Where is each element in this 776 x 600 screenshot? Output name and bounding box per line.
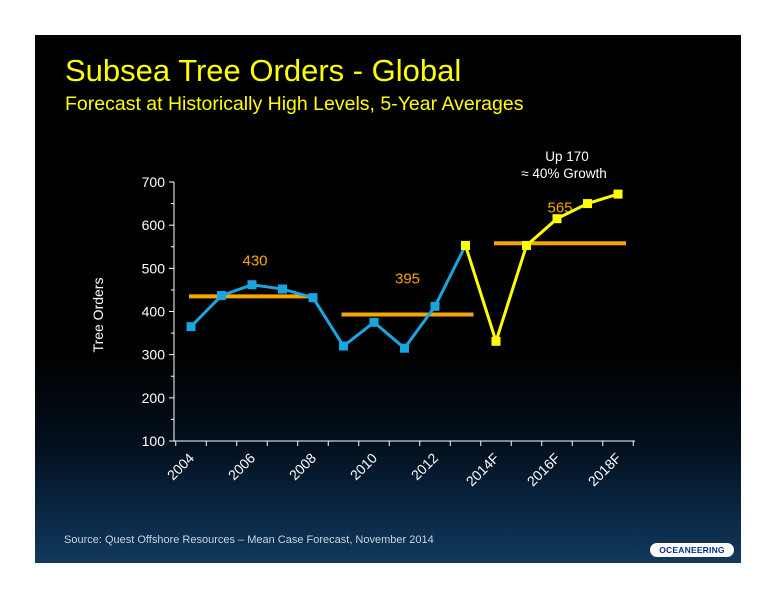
series-lines xyxy=(186,189,623,353)
data-point-marker xyxy=(613,189,623,199)
growth-annotation-line1: Up 170 xyxy=(545,149,589,164)
average-label: 565 xyxy=(547,199,572,216)
y-tick-label: 100 xyxy=(142,433,166,449)
data-point-marker xyxy=(247,280,257,290)
data-point-marker xyxy=(400,343,409,353)
slide-subtitle: Forecast at Historically High Levels, 5-… xyxy=(65,93,524,115)
x-tick-label: 2004 xyxy=(164,450,197,483)
x-tick-label: 2016F xyxy=(524,450,563,489)
y-tick-label: 500 xyxy=(142,260,166,276)
data-point-marker xyxy=(522,240,531,250)
series-line xyxy=(189,244,467,351)
y-tick-label: 300 xyxy=(142,347,166,363)
y-tick-label: 400 xyxy=(142,304,166,320)
x-tick-label: 2010 xyxy=(347,450,380,483)
data-point-marker xyxy=(308,293,318,303)
data-point-marker xyxy=(339,341,348,351)
subsea-tree-orders-chart: 100 200 300 400 500 600 700 2004 2006 2008 2010 201… xyxy=(90,149,635,489)
slide-title: Subsea Tree Orders - Global xyxy=(65,53,462,88)
data-point-marker xyxy=(552,214,562,224)
data-point-marker xyxy=(278,284,287,294)
growth-annotation-line2: ≈ 40% Growth xyxy=(521,166,606,181)
data-point-marker xyxy=(430,301,440,311)
average-lines: 430 395 565 xyxy=(189,199,626,317)
oceaneering-logo: OCEANEERING xyxy=(650,543,734,557)
x-tick-label: 2012 xyxy=(408,450,441,483)
data-point-marker xyxy=(491,336,501,346)
x-tick-label: 2008 xyxy=(286,450,319,483)
x-tick-label: 2014F xyxy=(463,450,502,489)
y-tick-label: 700 xyxy=(142,174,166,190)
y-tick-label: 600 xyxy=(142,217,166,233)
series-line xyxy=(464,192,619,347)
average-label: 430 xyxy=(242,252,267,269)
data-point-marker xyxy=(217,291,226,301)
data-point-marker xyxy=(583,199,592,209)
x-tick-label: 2018F xyxy=(585,450,624,489)
average-label: 395 xyxy=(395,271,420,288)
slide-background: Subsea Tree Orders - Global Forecast at … xyxy=(35,35,741,563)
source-note: Source: Quest Offshore Resources – Mean … xyxy=(64,534,434,546)
y-axis-label: Tree Orders xyxy=(90,278,106,353)
y-tick-label: 200 xyxy=(142,390,166,406)
x-tick-label: 2006 xyxy=(225,450,258,483)
data-point-marker xyxy=(369,317,379,327)
data-point-marker xyxy=(186,322,196,332)
data-point-marker xyxy=(461,240,470,250)
